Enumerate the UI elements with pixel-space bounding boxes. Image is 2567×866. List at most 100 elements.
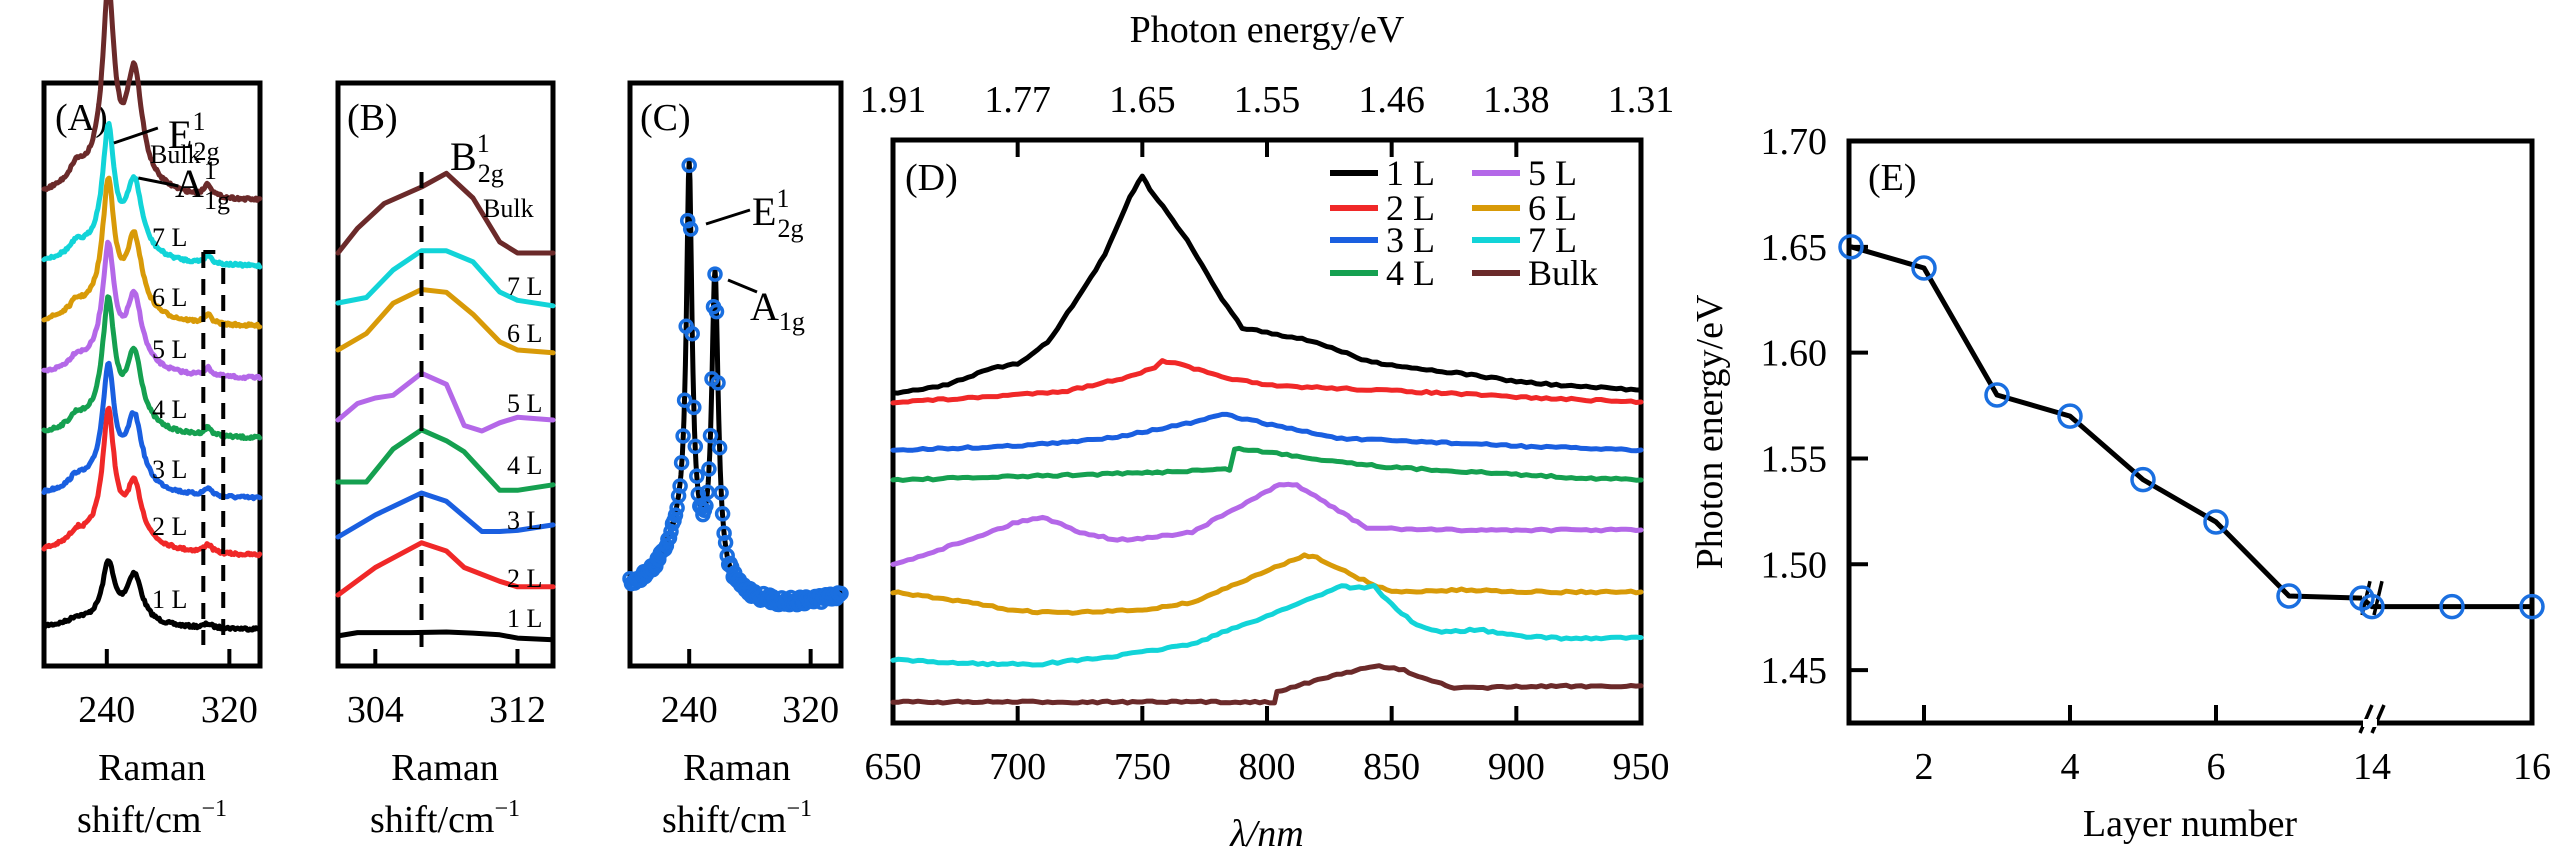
legend-item-6-l: 6 L: [1472, 188, 1577, 228]
panel-c-a1g-leader: [727, 278, 758, 294]
panel-b: (B) 1 L 2 L 3 L 4 L 5 L 6 L 7 L Bulk 304 312 B1 2…: [335, 80, 556, 841]
panel-c-data-point: [716, 525, 732, 541]
panel-c-data-point: [701, 461, 717, 477]
panel-c-data-point: [713, 485, 729, 501]
panel-d-curve-5-l: [890, 481, 1644, 567]
panel-a-curve-bulk: [41, 0, 263, 203]
panel-e-y-tick-label: 1.55: [1761, 438, 1828, 480]
panel-c-data-point: [710, 375, 726, 391]
panel-e-y-ticks: 1.45 1.50 1.55 1.60 1.65 1.70: [1761, 121, 1868, 692]
legend-label-2-l: 2 L: [1386, 188, 1435, 228]
panel-c: (C) 240 320 E1 2g A1g Raman shift/cm−1: [622, 80, 849, 841]
panel-e-label: (E): [1868, 157, 1917, 199]
panel-e-data-point: [1984, 382, 2010, 408]
panel-d-top-tick-labels: 1.91 1.77 1.65 1.55 1.46 1.38 1.31: [860, 79, 1675, 121]
panel-a-curve-7-l: [41, 120, 263, 270]
panel-b-curve-1-l: [335, 629, 556, 643]
panel-e-data-point: [2130, 466, 2156, 493]
panel-b-series-label-3-l: 3 L: [507, 506, 542, 535]
panel-c-x-ticks: 240 320: [661, 649, 839, 731]
panel-c-label: (C): [640, 97, 691, 139]
legend-label-5-l: 5 L: [1528, 153, 1577, 193]
panel-d-bottom-tick-label: 800: [1239, 746, 1296, 788]
panel-b-curve-bulk: [335, 170, 556, 256]
panel-d-x-ticks: 650 700 750 800 850 900 950: [865, 140, 1670, 788]
panel-b-series-label-bulk: Bulk: [483, 194, 534, 223]
panel-d-top-axis-title: Photon energy/eV: [1130, 9, 1405, 51]
legend-item-3-l: 3 L: [1330, 220, 1435, 260]
panel-b-xlabel-line1: Raman: [391, 747, 499, 789]
panel-c-data: [622, 157, 849, 613]
panel-b-series-label-7-l: 7 L: [507, 272, 542, 301]
panel-d-bottom-tick-label: 900: [1488, 746, 1545, 788]
legend-label-6-l: 6 L: [1528, 188, 1577, 228]
legend-item-5-l: 5 L: [1472, 153, 1577, 193]
panel-c-data-point: [661, 530, 678, 546]
panel-d-top-tick-label: 1.46: [1358, 79, 1425, 121]
panel-a-curves: 1 L 2 L 3 L 4 L 5 L 6 L 7 L Bulk: [41, 0, 263, 645]
panel-c-data-point: [707, 266, 723, 282]
panel-b-tick-label: 312: [489, 689, 546, 731]
panel-c-data-point: [658, 538, 675, 554]
panel-d-top-tick-label: 1.91: [860, 79, 927, 121]
panel-e-xlabel: Layer number: [2083, 803, 2298, 845]
panel-b-curve-4-l: [335, 427, 556, 493]
panel-d-curves: [890, 173, 1644, 706]
panel-b-curves: 1 L 2 L 3 L 4 L 5 L 6 L 7 L Bulk: [335, 170, 556, 650]
panel-a-xlabel-line2: shift/cm−1: [77, 796, 227, 841]
panel-a-xlabel-line1: Raman: [98, 747, 206, 789]
panel-c-data-point: [689, 468, 705, 484]
panel-c-data-point: [681, 157, 697, 174]
panel-d-curve-2-l: [890, 358, 1644, 406]
panel-a-tick-label: 240: [78, 689, 135, 731]
panel-d-bottom-tick-label: 700: [989, 746, 1046, 788]
panel-d-label: (D): [905, 157, 958, 199]
panel-e-data-point: [1838, 234, 1864, 260]
panel-c-peak-label-a1g: A1g: [750, 284, 805, 336]
panel-d-top-tick-label: 1.65: [1109, 79, 1176, 121]
panel-c-data-point: [686, 399, 702, 416]
panel-a-series-label-3-l: 3 L: [152, 455, 187, 484]
legend-label-1-l: 1 L: [1386, 153, 1435, 193]
panel-e-x-ticks: 2 4 6 14 16: [1915, 704, 2551, 788]
panel-c-tick-label: 320: [782, 689, 839, 731]
panel-d: Photon energy/eV 1.91 1.77 1.65 1.55 1.46 1.3…: [860, 9, 1675, 855]
panel-e-y-tick-label: 1.65: [1761, 227, 1828, 269]
panel-a-e2g-leader: [113, 126, 159, 145]
panel-e-y-tick-label: 1.45: [1761, 650, 1828, 692]
panel-e-x-tick-label: 16: [2513, 746, 2551, 788]
panel-a-series-label-7-l: 7 L: [152, 223, 187, 252]
panel-e-y-tick-label: 1.50: [1761, 544, 1828, 586]
panel-b-series-label-2-l: 2 L: [507, 564, 542, 593]
panel-c-data-point: [708, 303, 725, 320]
panel-c-data-point: [682, 221, 699, 237]
panel-c-data-point: [670, 488, 687, 504]
legend-label-4-l: 4 L: [1386, 253, 1435, 293]
panel-c-data-point: [687, 438, 704, 455]
panel-b-curve-5-l: [335, 370, 556, 434]
panel-d-top-tick-label: 1.31: [1608, 79, 1675, 121]
legend-label-bulk: Bulk: [1528, 253, 1598, 293]
legend-item-bulk: Bulk: [1472, 253, 1598, 293]
panel-c-data-point: [833, 585, 849, 602]
legend-item-7-l: 7 L: [1472, 220, 1577, 260]
panel-d-curve-4-l: [890, 445, 1644, 483]
panel-b-peak-label-b2g: B1 2g: [450, 129, 504, 188]
panel-c-tick-label: 240: [661, 689, 718, 731]
panel-e-axis-break-gap: [2363, 719, 2377, 727]
panel-c-peak-label-e2g: E1 2g: [752, 184, 803, 243]
panel-c-data-point: [711, 439, 728, 456]
panel-b-curve-2-l: [335, 540, 556, 598]
panel-b-label: (B): [347, 97, 398, 139]
legend-item-4-l: 4 L: [1330, 253, 1435, 293]
panel-d-curve-1-l: [890, 173, 1644, 396]
panel-c-xlabel-line2: shift/cm−1: [662, 796, 812, 841]
panel-e-data: [1838, 234, 2545, 620]
panel-a-series-label-2-l: 2 L: [152, 512, 187, 541]
panel-a-series-label-5-l: 5 L: [152, 335, 187, 364]
panel-e-line-segment: [2360, 596, 2532, 610]
panel-c-data-point: [675, 428, 691, 444]
panel-e-y-tick-label: 1.60: [1761, 333, 1828, 375]
